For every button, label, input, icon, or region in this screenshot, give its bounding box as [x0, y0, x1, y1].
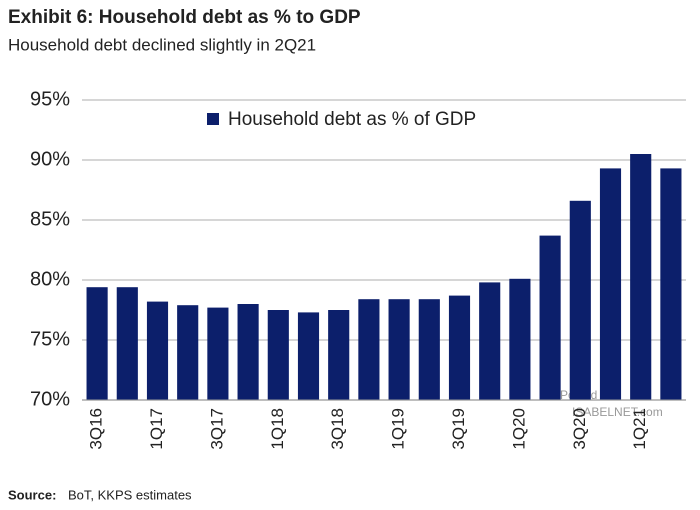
bar	[660, 168, 682, 400]
legend-swatch	[207, 113, 219, 125]
bar	[599, 168, 622, 400]
bar	[116, 287, 138, 400]
bar	[86, 287, 108, 400]
x-tick-label: 1Q18	[268, 408, 287, 450]
bar	[630, 154, 652, 400]
x-tick-label: 3Q19	[449, 408, 468, 450]
bar	[177, 305, 199, 400]
chart-subtitle: Household debt declined slightly in 2Q21	[8, 35, 316, 54]
y-tick-label: 95%	[30, 88, 70, 110]
bar	[448, 295, 471, 400]
bar	[267, 310, 289, 400]
bar	[297, 312, 320, 400]
bar	[358, 299, 380, 400]
x-tick-label: 1Q20	[509, 408, 528, 450]
bar	[539, 235, 561, 400]
y-tick-label: 85%	[30, 208, 70, 230]
x-tick-label: 1Q21	[630, 408, 649, 450]
x-tick-label: 3Q18	[328, 408, 347, 450]
x-tick-label: 3Q17	[207, 408, 226, 450]
source-label: Source:	[8, 487, 56, 502]
bar	[328, 310, 350, 400]
bar	[569, 200, 591, 400]
y-tick-label: 75%	[30, 328, 70, 350]
source-text: BoT, KKPS estimates	[68, 487, 192, 502]
x-tick-label: 3Q20	[570, 408, 589, 450]
bar	[388, 299, 410, 400]
y-tick-label: 80%	[30, 268, 70, 290]
chart-title: Exhibit 6: Household debt as % to GDP	[8, 7, 361, 28]
bar	[479, 282, 501, 400]
x-tick-label: 1Q17	[147, 408, 166, 450]
bar	[237, 304, 259, 400]
bar	[509, 278, 531, 400]
legend-label: Household debt as % of GDP	[228, 109, 476, 130]
y-tick-label: 90%	[30, 148, 70, 170]
x-tick-label: 1Q19	[389, 408, 408, 450]
y-tick-label: 70%	[30, 388, 70, 410]
bar	[418, 299, 440, 400]
watermark: ISABELNET.com	[572, 405, 663, 419]
x-tick-label: 3Q16	[87, 408, 106, 450]
bar	[207, 307, 229, 400]
bar	[146, 301, 169, 400]
